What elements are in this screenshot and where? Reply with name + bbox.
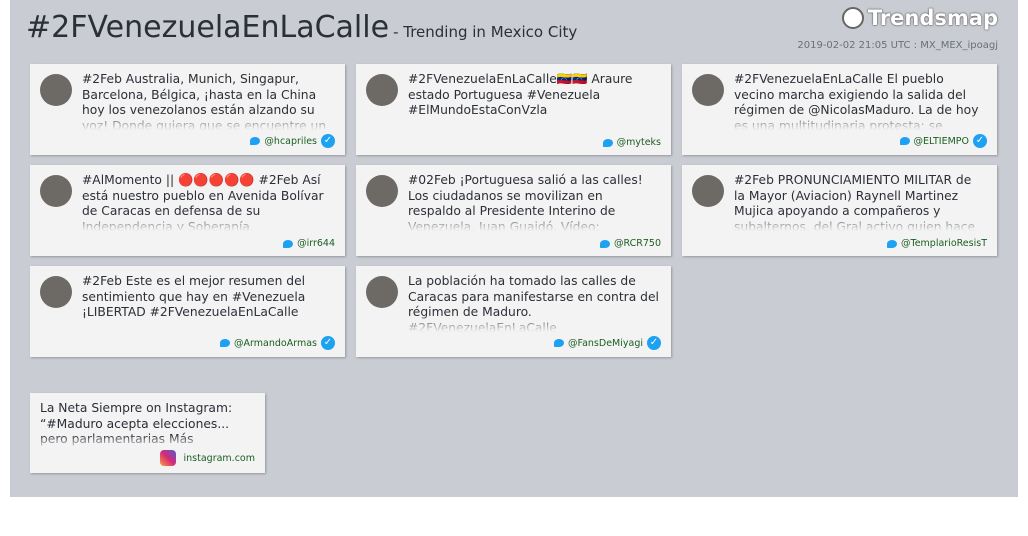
timestamp: 2019-02-02 21:05 UTC : MX_MEX_ipoagj — [797, 40, 998, 51]
logo-text: Trendsmap — [867, 6, 998, 30]
twitter-icon — [887, 239, 897, 248]
tweet-footer: @myteks — [602, 137, 661, 148]
logo-icon — [841, 7, 864, 29]
avatar — [692, 74, 724, 106]
handle[interactable]: @ArmandoArmas — [234, 337, 317, 349]
tweet-card[interactable]: #02Feb ¡Portuguesa salió a las calles! L… — [356, 165, 671, 256]
tweet-text: #2Feb Este es el mejor resumen del senti… — [82, 274, 306, 319]
twitter-icon — [283, 239, 294, 248]
avatar — [366, 175, 398, 207]
tweet-footer: @FansDeMiyagi ✓ — [554, 336, 661, 350]
tweet-card[interactable]: #2Feb Este es el mejor resumen del senti… — [30, 266, 345, 357]
source[interactable]: instagram.com — [183, 452, 255, 464]
twitter-icon — [600, 239, 610, 248]
verified-badge: ✓ — [321, 336, 335, 350]
tweet-text: #AlMomento || 🔴🔴🔴🔴🔴 #2Feb Así está nuest… — [82, 173, 324, 231]
twitter-icon — [602, 138, 613, 147]
verified-badge: ✓ — [647, 336, 661, 350]
instagram-card[interactable]: La Neta Siempre on Instagram: “#Maduro a… — [30, 393, 265, 473]
avatar — [40, 74, 72, 106]
tweet-text: #2FVenezuelaEnLaCalle🇻🇪🇻🇪 Araure estado … — [408, 72, 633, 117]
handle[interactable]: @TemplarioResisT — [901, 238, 987, 249]
tweet-card[interactable]: #2Feb PRONUNCIAMIENTO MILITAR de la Mayo… — [682, 165, 997, 256]
hashtag: #2FVenezuelaEnLaCalle — [26, 10, 390, 45]
verified-badge: ✓ — [321, 134, 335, 148]
tweet-text: #02Feb ¡Portuguesa salió a las calles! L… — [408, 173, 643, 231]
tweet-text: La población ha tomado las calles de Car… — [408, 274, 659, 332]
twitter-icon — [220, 339, 231, 347]
tweet-footer: @RCR750 — [600, 238, 661, 249]
tweet-footer: @ELTIEMPO ✓ — [899, 134, 987, 148]
tweet-footer: @irr644 — [283, 238, 335, 249]
handle[interactable]: @myteks — [616, 137, 661, 148]
handle[interactable]: @FansDeMiyagi — [568, 337, 643, 349]
tweet-card[interactable]: #2FVenezuelaEnLaCalle🇻🇪🇻🇪 Araure estado … — [356, 64, 671, 155]
handle[interactable]: @hcapriles — [264, 135, 317, 147]
tweet-footer: @TemplarioResisT — [887, 238, 987, 249]
avatar — [40, 175, 72, 207]
verified-badge: ✓ — [973, 134, 987, 148]
trend-title: #2FVenezuelaEnLaCalle - Trending in Mexic… — [26, 10, 577, 45]
handle[interactable]: @RCR750 — [614, 238, 661, 249]
tweet-footer: @ArmandoArmas ✓ — [220, 336, 335, 350]
instagram-icon — [159, 450, 176, 466]
tweet-card[interactable]: #AlMomento || 🔴🔴🔴🔴🔴 #2Feb Así está nuest… — [30, 165, 345, 256]
twitter-icon — [554, 339, 564, 347]
handle[interactable]: @ELTIEMPO — [913, 135, 970, 147]
tweet-card[interactable]: #2Feb Australia, Munich, Singapur, Barce… — [30, 64, 345, 155]
tweet-card[interactable]: #2FVenezuelaEnLaCalle El pueblo vecino m… — [682, 64, 997, 155]
subtitle: - Trending in Mexico City — [393, 23, 578, 41]
tweet-text: #2Feb PRONUNCIAMIENTO MILITAR de la Mayo… — [734, 173, 976, 231]
tweet-footer: @hcapriles ✓ — [250, 134, 335, 148]
logo[interactable]: Trendsmap — [841, 6, 998, 30]
avatar — [692, 175, 724, 207]
handle[interactable]: @irr644 — [297, 238, 335, 249]
trend-panel: #2FVenezuelaEnLaCalle - Trending in Mexic… — [10, 0, 1018, 497]
avatar — [40, 276, 72, 308]
twitter-icon — [899, 137, 910, 145]
twitter-icon — [250, 137, 261, 145]
instagram-footer: instagram.com — [159, 450, 255, 466]
avatar — [366, 276, 398, 308]
tweet-text: #2FVenezuelaEnLaCalle El pueblo vecino m… — [734, 72, 979, 130]
tweet-text: #2Feb Australia, Munich, Singapur, Barce… — [82, 72, 327, 130]
avatar — [366, 74, 398, 106]
tweet-card[interactable]: La población ha tomado las calles de Car… — [356, 266, 671, 357]
instagram-text: La Neta Siempre on Instagram: “#Maduro a… — [40, 401, 233, 446]
